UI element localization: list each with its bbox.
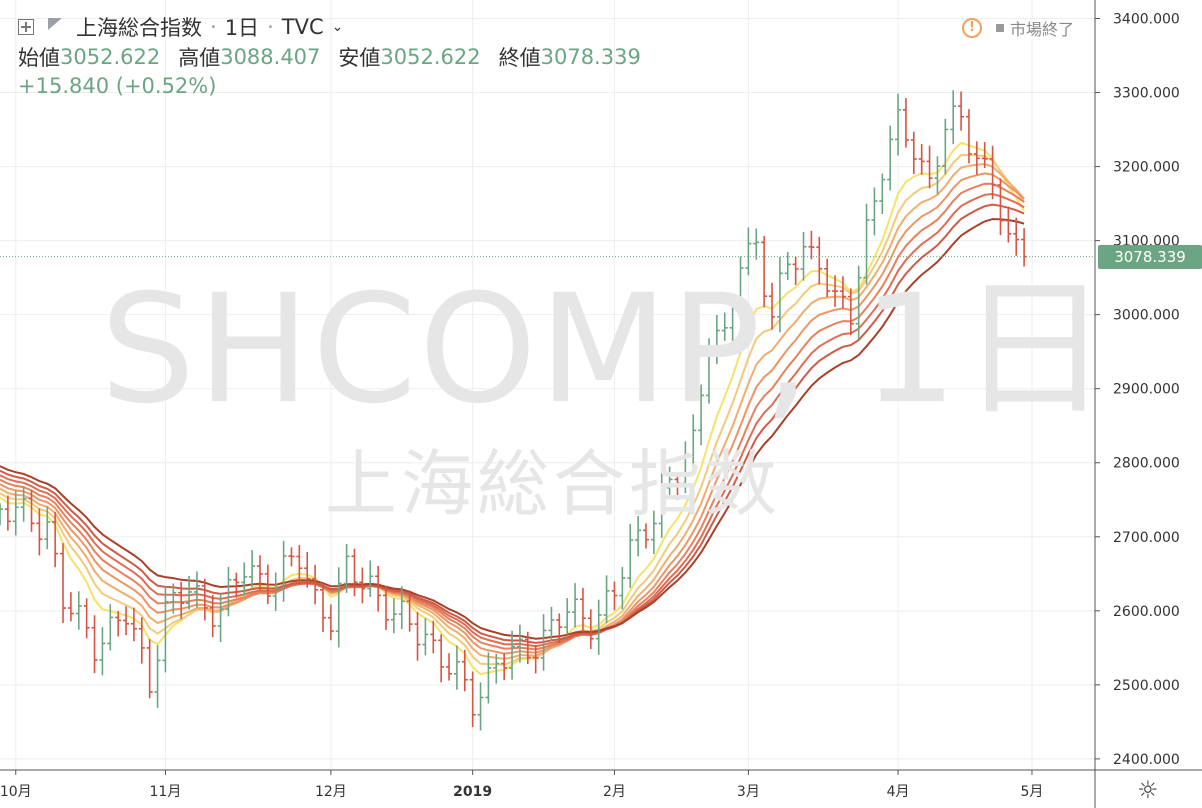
high-value: 3088.407 [220, 44, 321, 69]
x-tick-label: 2019 [453, 784, 492, 800]
chevron-down-icon[interactable]: ⌄ [331, 19, 344, 35]
plus-square-icon[interactable] [18, 19, 34, 35]
chart-legend: 上海総合指数 · 1日 · TVC ⌄ 始値 3052.622 高値 3088.40… [18, 12, 641, 100]
y-tick-label: 3300.000 [1113, 86, 1180, 102]
x-tick-label: 11月 [150, 784, 182, 800]
y-tick-label: 2400.000 [1113, 752, 1180, 768]
y-tick-label: 3200.000 [1113, 160, 1180, 176]
symbol-name[interactable]: 上海総合指数 [76, 16, 202, 40]
ma-line [0, 182, 1025, 651]
y-tick-label: 2800.000 [1113, 456, 1180, 472]
close-label: 終値 [498, 45, 541, 70]
last-price-tag: 3078.339 [1098, 244, 1202, 269]
y-tick-label: 3400.000 [1113, 12, 1180, 28]
exchange[interactable]: TVC [281, 15, 324, 39]
market-status[interactable]: ! 市場終了 [962, 16, 1074, 40]
y-tick-label: 2700.000 [1113, 530, 1180, 546]
ma-line [0, 141, 1025, 676]
y-tick-label: 3000.000 [1113, 308, 1180, 324]
status-dot-icon [996, 24, 1004, 32]
market-status-label: 市場終了 [1010, 20, 1075, 39]
x-tick-label: 10月 [0, 784, 32, 800]
high-label: 高値 [178, 45, 221, 70]
close-value: 3078.339 [540, 44, 641, 69]
x-tick-label: 4月 [887, 784, 910, 800]
x-tick-label: 2月 [603, 784, 626, 800]
y-tick-label: 2500.000 [1113, 678, 1180, 694]
settings-icon[interactable]: ☼ [1137, 776, 1159, 804]
ma-line [0, 162, 1025, 661]
ma-line [0, 153, 1025, 666]
y-tick-label: 2900.000 [1113, 382, 1180, 398]
y-tick-label: 2600.000 [1113, 604, 1180, 620]
x-tick-label: 5月 [1021, 784, 1044, 800]
price-change: +15.840 (+0.52%) [18, 73, 217, 98]
ohlc-values: 始値 3052.622 高値 3088.407 安値 3052.622 終値 3078.… [18, 42, 641, 71]
open-label: 始値 [18, 45, 60, 70]
open-value: 3052.622 [60, 44, 161, 69]
interval[interactable]: 1日 [224, 16, 260, 40]
ma-line [0, 192, 1025, 648]
flag-icon[interactable] [48, 18, 64, 36]
ma-line [0, 203, 1025, 644]
low-label: 安値 [338, 45, 381, 70]
x-tick-label: 12月 [315, 784, 347, 800]
x-tick-label: 3月 [737, 784, 760, 800]
low-value: 3052.622 [380, 44, 481, 69]
warning-icon[interactable]: ! [962, 18, 982, 38]
